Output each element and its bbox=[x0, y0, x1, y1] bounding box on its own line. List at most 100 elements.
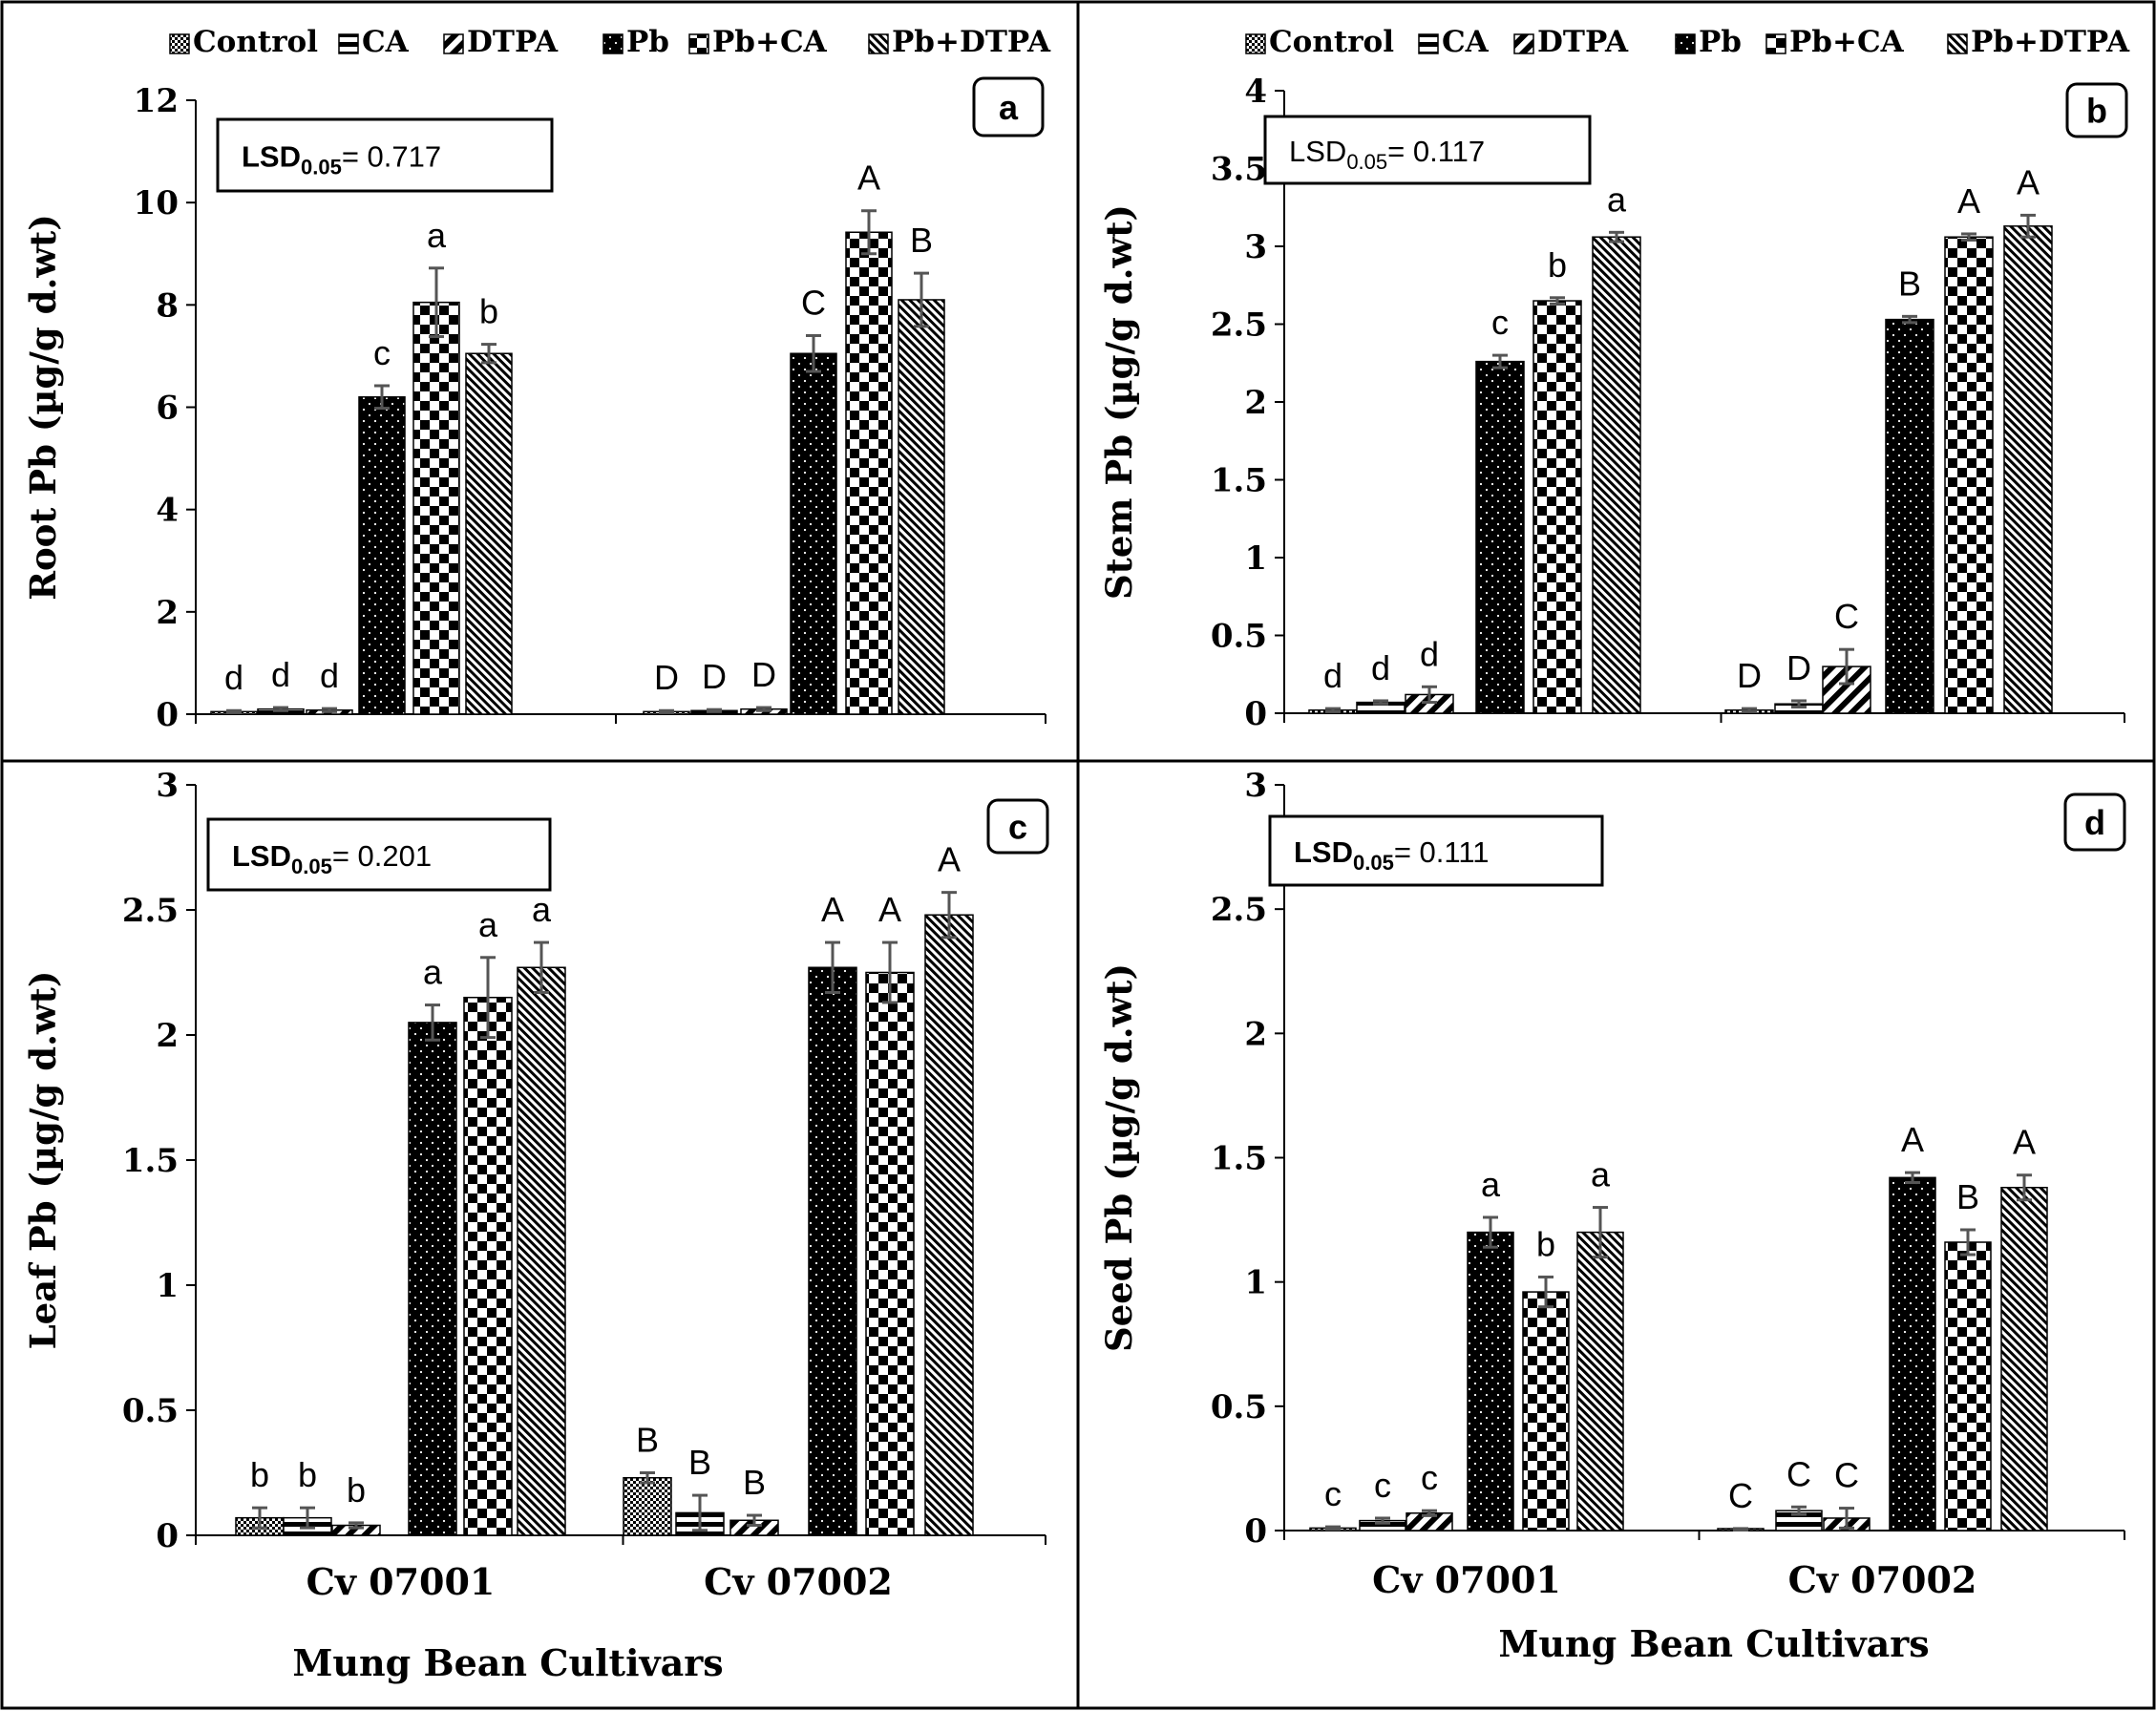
significance-letter: a bbox=[427, 216, 447, 255]
significance-letter: a bbox=[1591, 1155, 1611, 1194]
lsd-value: = 0.111 bbox=[1394, 835, 1490, 869]
significance-letter: B bbox=[1956, 1177, 1979, 1216]
panel-tag-box bbox=[2065, 82, 2128, 138]
significance-letter: c bbox=[1374, 1466, 1391, 1505]
x-category-label: Cv 07001 bbox=[306, 1560, 496, 1603]
legend-swatch-control bbox=[1245, 33, 1266, 54]
legend-swatch-dtpa bbox=[443, 33, 464, 54]
y-tick-label: 1 bbox=[156, 1267, 179, 1305]
bar-b-pb-2 bbox=[1885, 318, 1934, 714]
significance-letter: B bbox=[743, 1463, 766, 1502]
significance-letter: a bbox=[423, 953, 443, 992]
panel-d-frame bbox=[1076, 759, 2156, 1710]
significance-letter: D bbox=[751, 655, 776, 694]
panel-tag: b bbox=[2086, 92, 2107, 131]
y-tick-label: 3.5 bbox=[1211, 151, 1267, 189]
lsd-subscript: 0.05 bbox=[301, 156, 342, 180]
legend-swatch-pb bbox=[1675, 33, 1696, 54]
lsd-text: LSD0.05= 0.717 bbox=[242, 140, 441, 180]
x-category-label: Cv 07002 bbox=[1788, 1558, 1977, 1601]
significance-letter: a bbox=[478, 905, 498, 944]
legend-swatch-ca bbox=[1418, 33, 1439, 54]
bar-d-pb-dtpa-1 bbox=[1576, 1231, 1624, 1531]
y-axis-label: Seed Pb (µg/g d.wt) bbox=[1098, 963, 1140, 1352]
lsd-subscript: 0.05 bbox=[291, 855, 332, 878]
significance-letter: A bbox=[1957, 181, 1980, 221]
panel-tag-box bbox=[2063, 792, 2126, 852]
significance-letter: B bbox=[636, 1421, 659, 1460]
bar-d-pb-ca-2 bbox=[1944, 1241, 1992, 1531]
bar-c-pb-2 bbox=[808, 966, 857, 1536]
y-axis-label: Root Pb (µg/g d.wt) bbox=[22, 214, 64, 601]
y-tick-label: 1.5 bbox=[122, 1142, 179, 1180]
y-tick-label: 2 bbox=[1244, 1015, 1267, 1053]
bar-c-pb-dtpa-1 bbox=[517, 966, 566, 1536]
legend-label-pb-ca: Pb+CA bbox=[712, 25, 828, 59]
panel-a: Control CA DTPA Pb Pb+CA Pb+DTPA024681012Root… bbox=[22, 25, 1051, 734]
bar-b-pb-ca-2 bbox=[1944, 236, 1994, 714]
significance-letter: a bbox=[532, 890, 552, 929]
bar-c-pb-ca-2 bbox=[865, 971, 915, 1536]
significance-letter: B bbox=[688, 1443, 711, 1482]
panel-tag: d bbox=[2084, 803, 2105, 842]
legend-label-dtpa: DTPA bbox=[467, 25, 559, 59]
legend-label-ca: CA bbox=[1442, 25, 1490, 59]
significance-letter: D bbox=[702, 657, 727, 696]
significance-letter: d bbox=[1371, 648, 1390, 687]
lsd-box bbox=[206, 817, 552, 892]
significance-letter: d bbox=[271, 655, 290, 694]
legend-label-dtpa: DTPA bbox=[1537, 25, 1629, 59]
significance-letter: C bbox=[1786, 1454, 1811, 1493]
bar-a-pb-ca-2 bbox=[845, 231, 893, 715]
significance-letter: a bbox=[1481, 1165, 1501, 1204]
y-tick-label: 4 bbox=[1244, 73, 1267, 111]
significance-letter: d bbox=[1323, 656, 1342, 695]
y-tick-label: 12 bbox=[134, 82, 179, 120]
y-tick-label: 2.5 bbox=[1211, 891, 1267, 929]
lsd-label: LSD bbox=[1294, 835, 1353, 869]
bar-d-pb-1 bbox=[1467, 1231, 1514, 1531]
legend-label-pb-dtpa: Pb+DTPA bbox=[1971, 25, 2130, 59]
significance-letter: c bbox=[1324, 1474, 1342, 1513]
significance-letter: A bbox=[821, 890, 844, 929]
significance-letter: b bbox=[1548, 245, 1567, 285]
y-tick-label: 8 bbox=[156, 286, 179, 325]
significance-letter: d bbox=[320, 656, 339, 695]
figure-xlabel-left: Mung Bean Cultivars bbox=[292, 1641, 723, 1684]
significance-letter: D bbox=[1786, 648, 1811, 687]
lsd-value: = 0.117 bbox=[1387, 135, 1485, 168]
legend-swatch-dtpa bbox=[1513, 33, 1534, 54]
lsd-box bbox=[1268, 814, 1604, 887]
significance-letter: C bbox=[1834, 597, 1859, 636]
bar-c-pb-dtpa-2 bbox=[924, 914, 974, 1536]
x-category-label: Cv 07002 bbox=[704, 1560, 893, 1603]
significance-letter: A bbox=[2013, 1123, 2036, 1162]
y-tick-label: 10 bbox=[134, 184, 179, 222]
bar-a-pb-1 bbox=[358, 396, 406, 715]
legend-label-pb: Pb bbox=[1699, 25, 1742, 59]
bar-a-pb-dtpa-1 bbox=[465, 352, 513, 715]
panel-tag: c bbox=[1008, 808, 1027, 847]
panel-tag-box bbox=[972, 76, 1045, 137]
y-tick-label: 0 bbox=[1244, 1512, 1267, 1551]
legend-label-pb-dtpa: Pb+DTPA bbox=[892, 25, 1051, 59]
x-axis-label: Mung Bean Cultivars bbox=[1498, 1622, 1929, 1665]
significance-letter: A bbox=[938, 840, 961, 879]
bar-b-pb-ca-1 bbox=[1532, 300, 1582, 714]
significance-letter: A bbox=[857, 158, 880, 198]
bar-b-pb-dtpa-2 bbox=[2003, 225, 2053, 714]
panel-b: Control CA DTPA Pb Pb+CA Pb+DTPA00.511.522.53… bbox=[1098, 25, 2130, 733]
bar-a-pb-dtpa-2 bbox=[898, 299, 945, 715]
legend-swatch-control bbox=[169, 33, 190, 54]
legend-swatch-pb bbox=[602, 33, 624, 54]
legend-swatch-ca bbox=[338, 33, 359, 54]
lsd-text: LSD0.05= 0.117 bbox=[1289, 135, 1485, 174]
bar-a-pb-ca-1 bbox=[412, 301, 460, 715]
y-tick-label: 6 bbox=[156, 390, 179, 428]
significance-letter: d bbox=[224, 658, 243, 697]
significance-letter: C bbox=[1728, 1476, 1753, 1515]
significance-letter: C bbox=[1834, 1456, 1859, 1495]
significance-letter: b bbox=[347, 1470, 366, 1510]
significance-letter: d bbox=[1420, 634, 1439, 673]
